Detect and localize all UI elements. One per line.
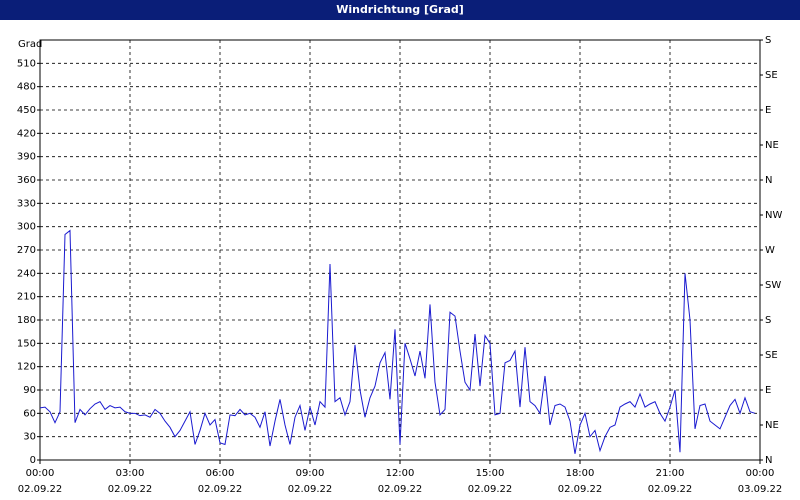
x-tick-label: 00:00 03.09.22 <box>737 468 783 495</box>
y-tick-label: 120 <box>17 362 36 373</box>
x-tick-label: 18:00 02.09.22 <box>557 468 603 495</box>
y-tick-label: 0 <box>30 455 36 466</box>
y-tick-label: 210 <box>17 292 36 303</box>
y2-tick-label: SW <box>765 280 781 291</box>
y-tick-label: 420 <box>17 128 36 139</box>
y-tick-label: 60 <box>23 408 36 419</box>
y-tick-label: 150 <box>17 338 36 349</box>
y2-tick-label: NW <box>765 210 782 221</box>
y-tick-label: 270 <box>17 245 36 256</box>
x-tick-label: 00:00 02.09.22 <box>17 468 63 495</box>
x-tick-label: 12:00 02.09.22 <box>377 468 423 495</box>
y-tick-label: 480 <box>17 82 36 93</box>
y2-tick-label: S <box>765 35 771 46</box>
y-tick-label: 450 <box>17 105 36 116</box>
y-tick-label: 360 <box>17 175 36 186</box>
chart-title: Windrichtung [Grad] <box>0 0 800 20</box>
y2-tick-label: E <box>765 105 771 116</box>
y-tick-label: 30 <box>23 432 36 443</box>
x-tick-label: 06:00 02.09.22 <box>197 468 243 495</box>
y-tick-label: 90 <box>23 385 36 396</box>
y2-tick-label: N <box>765 175 772 186</box>
y2-tick-label: W <box>765 245 775 256</box>
y2-tick-label: NE <box>765 420 779 431</box>
x-tick-label: 09:00 02.09.22 <box>287 468 333 495</box>
x-tick-label: 21:00 02.09.22 <box>647 468 693 495</box>
y-tick-label: 390 <box>17 152 36 163</box>
x-tick-label: 03:00 02.09.22 <box>107 468 153 495</box>
y2-tick-label: N <box>765 455 772 466</box>
y-axis-label: Grad <box>18 39 42 50</box>
y-tick-label: 510 <box>17 58 36 69</box>
x-tick-label: 15:00 02.09.22 <box>467 468 513 495</box>
y-tick-label: 330 <box>17 198 36 209</box>
data-line <box>39 229 756 454</box>
y2-tick-label: NE <box>765 140 779 151</box>
y2-tick-label: S <box>765 315 771 326</box>
y-tick-label: 180 <box>17 315 36 326</box>
y2-tick-label: E <box>765 385 771 396</box>
y2-tick-label: SE <box>765 350 778 361</box>
y-tick-label: 300 <box>17 222 36 233</box>
plot-frame <box>39 39 761 461</box>
y-tick-label: 240 <box>17 268 36 279</box>
y2-tick-label: SE <box>765 70 778 81</box>
